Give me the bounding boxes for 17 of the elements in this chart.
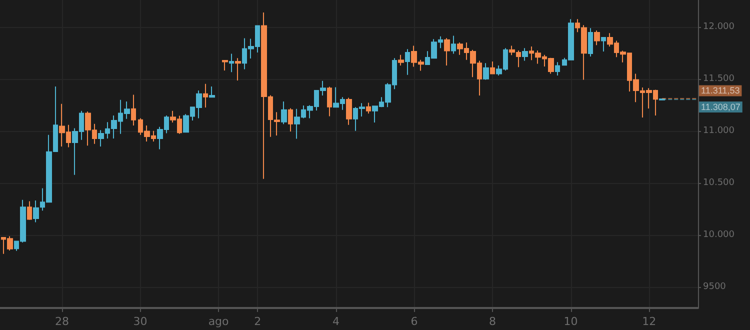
ref-line-label: 11.311,53 <box>701 86 740 96</box>
x-tick-label: 30 <box>133 315 148 328</box>
x-tick-label: ago <box>208 315 230 328</box>
x-tick-label: 28 <box>54 315 69 328</box>
y-tick-label: 11.000 <box>703 126 735 136</box>
y-tick-label: 12.000 <box>703 22 735 32</box>
x-tick-label: 6 <box>410 315 418 328</box>
y-tick-label: 11.500 <box>703 74 735 84</box>
y-tick-label: 10.500 <box>703 178 735 188</box>
x-tick-label: 10 <box>564 315 578 328</box>
x-tick-label: 12 <box>642 315 656 328</box>
ref-line-label: 11.308,07 <box>701 102 740 112</box>
y-tick-label: 9500 <box>703 282 726 292</box>
y-tick-label: 10.000 <box>703 230 735 240</box>
x-tick-label: 2 <box>254 315 262 328</box>
x-tick-label: 4 <box>332 315 340 328</box>
x-tick-label: 8 <box>489 315 496 328</box>
